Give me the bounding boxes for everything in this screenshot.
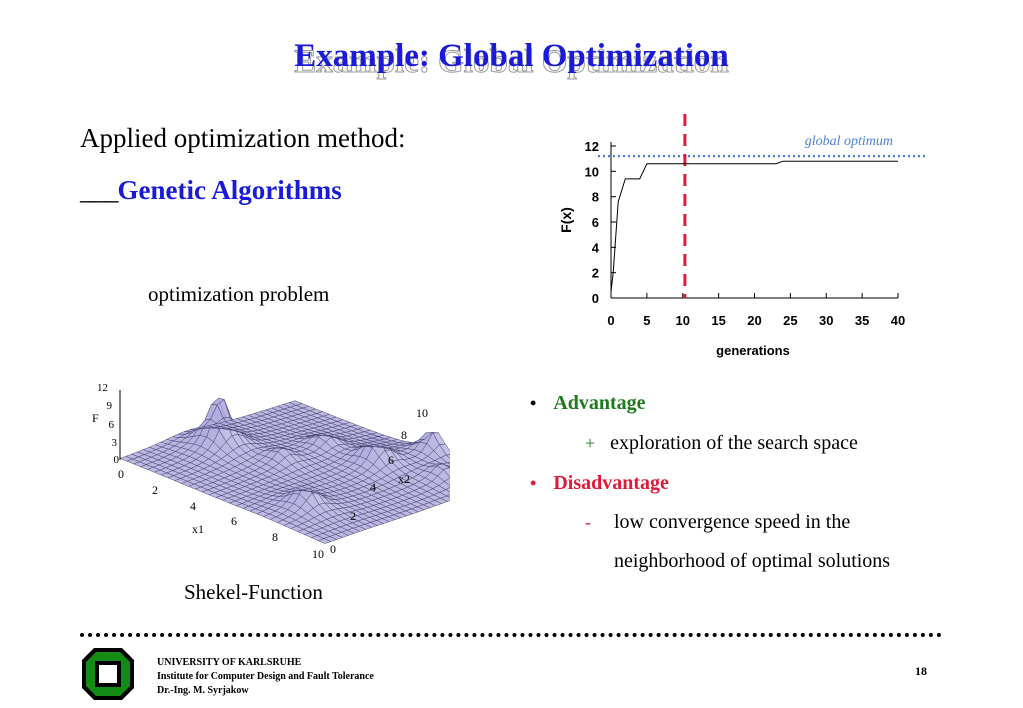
- surface-patch: [445, 454, 450, 459]
- x2-axis-label: x2: [398, 472, 410, 486]
- x2-tick: 10: [416, 406, 428, 420]
- page-number: 18: [915, 664, 927, 678]
- surface-caption: Shekel-Function: [184, 580, 323, 604]
- y-axis-title: F(x): [558, 207, 574, 233]
- x-tick-label: 0: [607, 313, 614, 328]
- x1-tick: 6: [231, 514, 237, 528]
- footer-divider: [80, 633, 942, 637]
- slide-title-shadow: Example: Global Optimization: [294, 44, 730, 81]
- x-tick-label: 35: [855, 313, 869, 328]
- surface-patch: [445, 494, 450, 498]
- z-tick: 12: [97, 382, 108, 394]
- x1-tick: 4: [190, 499, 196, 513]
- surface-patch: [449, 467, 450, 469]
- shekel-surface-plot: 12 9 6 3 0 F 0 2 4 6 8 10 x1 0 2 4 6 8 1…: [92, 382, 450, 561]
- method-name: Genetic Algorithms: [117, 175, 342, 205]
- plus-symbol: +: [585, 433, 596, 453]
- footer-institution: UNIVERSITY OF KARLSRUHE Institute for Co…: [157, 656, 374, 698]
- x2-tick: 6: [388, 453, 394, 467]
- x1-axis-label: x1: [192, 522, 204, 536]
- bullet-dot: •: [530, 473, 537, 493]
- disadvantage-item: - low convergence speed in the: [585, 511, 850, 534]
- x1-tick: 10: [312, 547, 324, 561]
- method-line: ___Genetic Algorithms: [80, 175, 342, 206]
- disadvantage-label: Disadvantage: [553, 472, 669, 494]
- x-tick-label: 5: [643, 313, 650, 328]
- y-tick-label: 6: [592, 215, 599, 230]
- x1-tick: 2: [152, 483, 158, 497]
- global-optimum-label: global optimum: [805, 134, 893, 149]
- minus-symbol: -: [585, 512, 591, 532]
- x-tick-label: 10: [676, 313, 690, 328]
- footer-university: UNIVERSITY OF KARLSRUHE: [157, 657, 302, 668]
- advantage-label: Advantage: [553, 392, 646, 414]
- advantage-text: exploration of the search space: [610, 432, 858, 454]
- footer-institute: Institute for Computer Design and Fault …: [157, 671, 374, 682]
- z-tick: 6: [109, 419, 115, 431]
- z-tick: 3: [112, 437, 118, 449]
- disadvantage-heading: • Disadvantage: [530, 472, 669, 495]
- x-tick-label: 15: [711, 313, 725, 328]
- x2-tick: 8: [401, 428, 407, 442]
- advantage-heading: • Advantage: [530, 392, 646, 415]
- y-tick-label: 2: [592, 266, 599, 281]
- z-tick: 9: [107, 400, 113, 412]
- surface-mesh: [119, 397, 450, 544]
- y-tick-label: 8: [592, 190, 599, 205]
- fitness-series-line: [610, 160, 898, 292]
- bullet-dot: •: [530, 393, 537, 413]
- surface-patch: [288, 400, 303, 406]
- disadvantage-text-2: neighborhood of optimal solutions: [614, 550, 891, 572]
- y-tick-label: 4: [592, 240, 600, 255]
- slide-title: Example: Global Optimization: [294, 38, 729, 74]
- university-logo-icon: [82, 648, 134, 700]
- x1-tick: 0: [118, 467, 124, 481]
- x-tick-label: 20: [747, 313, 761, 328]
- disadvantage-text-1: low convergence speed in the: [614, 511, 851, 533]
- method-label: Applied optimization method:: [80, 123, 406, 153]
- x2-tick: 2: [350, 509, 356, 523]
- fitness-chart: 0 5 10 15 20 25 30 35 40 0 2 4 6 8 10 12 global optimum…: [558, 114, 926, 358]
- x2-tick: 4: [370, 480, 376, 494]
- y-tick-label: 0: [592, 291, 599, 306]
- footer-author: Dr.-Ing. M. Syrjakow: [157, 685, 249, 696]
- problem-label: optimization problem: [148, 282, 330, 306]
- x-tick-label: 30: [819, 313, 833, 328]
- x-tick-label: 40: [891, 313, 905, 328]
- x1-tick: 8: [272, 530, 278, 544]
- z-tick: 0: [114, 454, 120, 466]
- y-tick-label: 10: [585, 164, 599, 179]
- advantage-item: + exploration of the search space: [585, 432, 858, 455]
- x-tick-label: 25: [783, 313, 797, 328]
- z-axis-label: F: [92, 411, 99, 425]
- y-tick-label: 12: [585, 139, 599, 154]
- x-axis-title: generations: [716, 343, 790, 358]
- method-prefix: ___: [80, 175, 118, 205]
- x2-tick: 0: [330, 542, 336, 556]
